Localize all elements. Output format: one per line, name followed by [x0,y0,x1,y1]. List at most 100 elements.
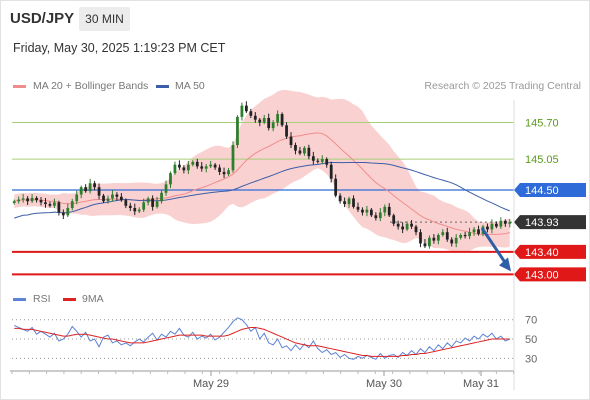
candle [499,220,503,227]
candle [490,223,494,230]
candle [93,183,96,188]
candle [486,226,489,230]
candle [311,156,315,161]
candle [66,208,70,216]
candle [249,111,253,116]
rsi-panel: 70 50 30 [12,315,537,365]
candle [436,235,440,241]
candle [369,209,373,216]
candle [191,161,195,165]
level-label-143.00: 143.00 [525,269,559,281]
ma20-legend-label: MA 20 + Bollinger Bands [33,80,149,92]
symbol-title: USD/JPY [10,10,75,27]
candle [155,201,159,207]
candle [338,195,342,202]
candle [115,194,119,197]
candle [410,223,413,227]
timeframe-badge[interactable]: 30 MIN [79,7,130,31]
candle [240,105,244,117]
rsi-line [14,317,510,360]
candle [307,147,311,157]
candle [383,206,387,213]
candle [48,204,52,206]
ma20-line [14,132,510,236]
candle [343,201,346,205]
candle [472,229,476,233]
candle [178,164,181,168]
candle [419,232,422,244]
candle [146,198,150,203]
rsi-ma-legend-swatch [63,298,76,301]
ma50-legend-label: MA 50 [175,80,205,92]
candle [356,206,360,210]
candle [298,150,302,154]
candle [280,114,284,126]
candle [200,166,204,169]
candle [88,183,92,192]
candle [231,145,235,171]
candle [494,223,498,227]
candle [468,232,471,237]
candle [334,178,338,196]
candle [97,187,101,196]
candle [428,237,431,247]
candle [61,212,65,216]
rsi-ma-legend-label: 9MA [82,293,104,305]
moving-averages [14,132,510,236]
candle [137,209,141,212]
level-label-144.50: 144.50 [525,185,559,197]
candle [84,187,88,192]
rsi-tick-70: 70 [525,315,537,327]
candle [124,200,128,206]
candle [450,239,454,244]
time-label-may-29: May 29 [193,378,229,390]
candle [414,226,418,233]
candle [396,223,400,227]
candle [21,198,25,200]
candle [128,205,132,208]
candle [253,115,257,120]
candle [30,197,34,202]
rsi-legend-label: RSI [33,293,51,305]
candle [258,119,262,123]
credit-label: Research © 2025 Trading Central [424,80,581,92]
candle [316,160,320,162]
candle [186,164,190,171]
candle [405,223,409,230]
forecast-arrow [480,227,511,272]
candle [374,215,378,219]
candle [26,198,30,202]
candle [218,167,221,172]
rsi-tick-50: 50 [525,334,537,346]
candle [441,232,445,235]
candle [75,194,79,202]
datetime-label: Friday, May 30, 2025 1:19:23 PM CET [13,41,226,55]
price-levels [12,122,514,276]
candle [106,198,110,202]
candle [160,192,163,202]
candle [133,208,137,212]
candle [267,118,271,129]
candle [276,114,280,123]
candle [151,198,155,207]
time-label-may-30: May 30 [366,378,402,390]
ma20-legend-swatch [13,85,26,88]
candle [53,202,56,206]
candle [262,118,266,123]
candle [44,202,47,205]
candle [423,243,427,247]
candle [365,209,369,213]
bollinger-bands [14,89,510,253]
candle [244,105,248,112]
candle [164,184,168,193]
candle [289,136,293,145]
level-label-143.40: 143.40 [525,247,559,259]
candle [432,237,436,241]
level-label-143.93: 143.93 [525,217,559,229]
level-labels: 145.70 145.05 144.50 143.93 143.40 143.00 [514,118,586,282]
candle [294,145,297,151]
candle [142,202,146,210]
candle [459,235,463,238]
candle [204,166,208,169]
